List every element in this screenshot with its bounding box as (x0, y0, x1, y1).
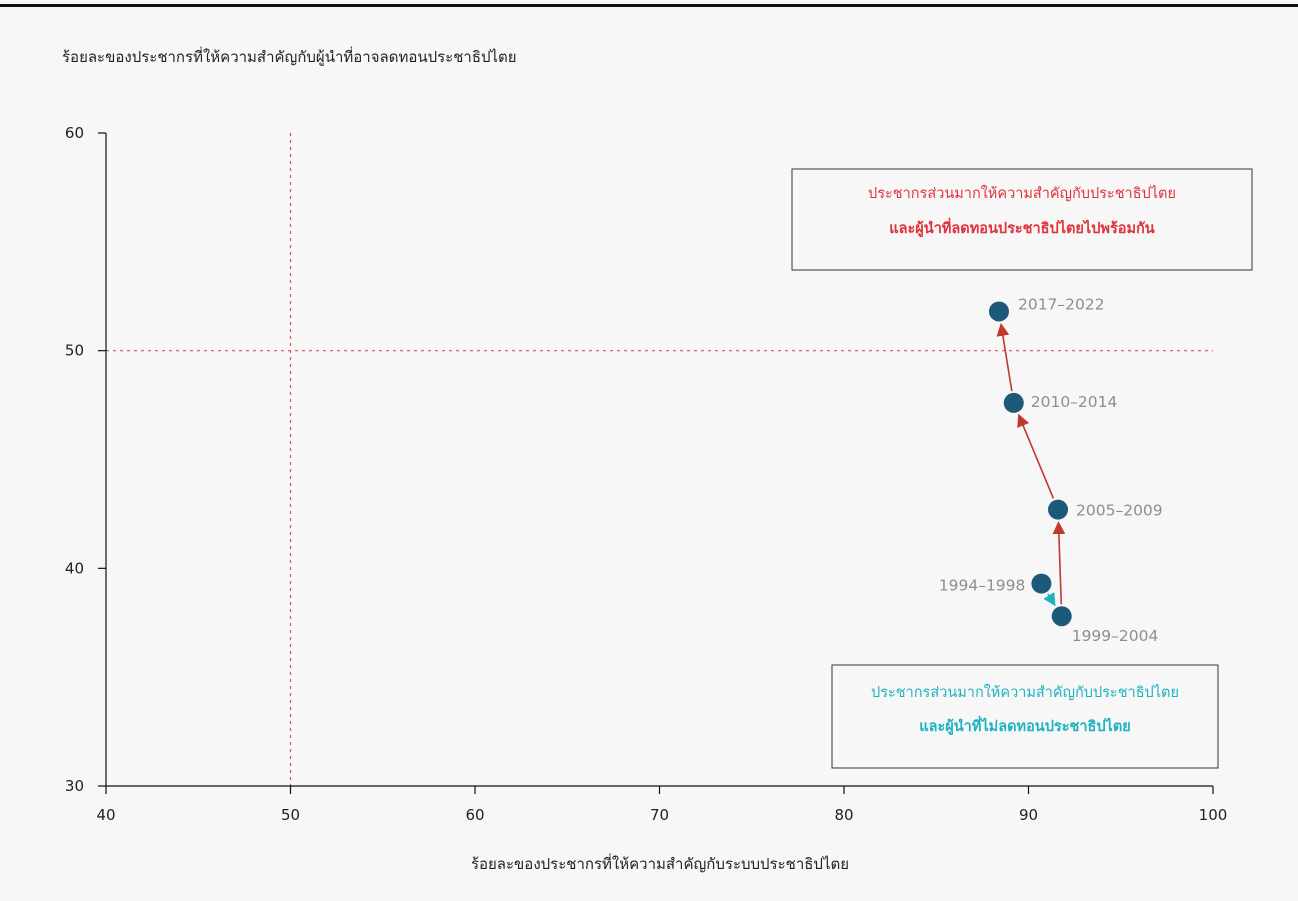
point-label: 1994–1998 (939, 577, 1026, 595)
point-labels: 1994–1998 1999–2004 2005–2009 2010–2014 2017… (939, 295, 1163, 645)
data-points (988, 301, 1072, 627)
trend-arrow (1043, 592, 1056, 607)
y-tick-label: 30 (65, 777, 84, 795)
data-point (988, 301, 1009, 322)
data-point (1048, 499, 1069, 520)
y-tick-label: 60 (65, 124, 84, 142)
x-tick-label: 60 (465, 806, 484, 824)
trend-arrow (1017, 413, 1055, 499)
y-axis-title: ร้อยละของประชากรที่ให้ความสำคัญกับผู้นำท… (62, 46, 517, 66)
annotation-upper-line1: ประชากรส่วนมากให้ความสำคัญกับประชาธิปไตย (868, 184, 1176, 202)
annotation-box-upper-frame (791, 168, 1253, 271)
annotation-lower-line1: ประชากรส่วนมากให้ความสำคัญกับประชาธิปไตย (871, 683, 1179, 701)
x-tick-label: 100 (1199, 806, 1228, 824)
point-label: 1999–2004 (1072, 627, 1159, 645)
data-point (1031, 573, 1052, 594)
annotation-box-upper: ประชากรส่วนมากให้ความสำคัญกับประชาธิปไตย… (791, 168, 1253, 271)
annotation-box-lower: ประชากรส่วนมากให้ความสำคัญกับประชาธิปไตย… (831, 664, 1219, 769)
x-tick-label: 40 (96, 806, 115, 824)
x-axis-title: ร้อยละของประชากรที่ให้ความสำคัญกับระบบปร… (471, 853, 849, 873)
top-rule (0, 4, 1298, 7)
x-tick-label: 50 (281, 806, 300, 824)
x-tick-label: 90 (1019, 806, 1038, 824)
y-tick-label: 50 (65, 342, 84, 360)
x-tick-label: 70 (650, 806, 669, 824)
trend-arrow (996, 323, 1013, 392)
x-tick-label: 80 (834, 806, 853, 824)
point-label: 2005–2009 (1076, 502, 1163, 520)
trend-arrow (1052, 521, 1066, 605)
point-label: 2010–2014 (1031, 393, 1118, 411)
point-label: 2017–2022 (1018, 295, 1105, 313)
y-tick-label: 40 (65, 559, 84, 577)
trend-arrows (996, 323, 1066, 607)
data-point (1051, 606, 1072, 627)
annotation-box-lower-frame (831, 664, 1219, 769)
reference-lines (106, 133, 1213, 786)
annotation-upper-line2: และผู้นำที่ลดทอนประชาธิปไตยไปพร้อมกัน (889, 217, 1155, 237)
ticks: 40 50 60 70 80 90 100 30 40 50 60 (65, 124, 1227, 824)
annotation-lower-line2: และผู้นำที่ไม่ลดทอนประชาธิปไตย (919, 715, 1130, 735)
data-point (1003, 392, 1024, 413)
